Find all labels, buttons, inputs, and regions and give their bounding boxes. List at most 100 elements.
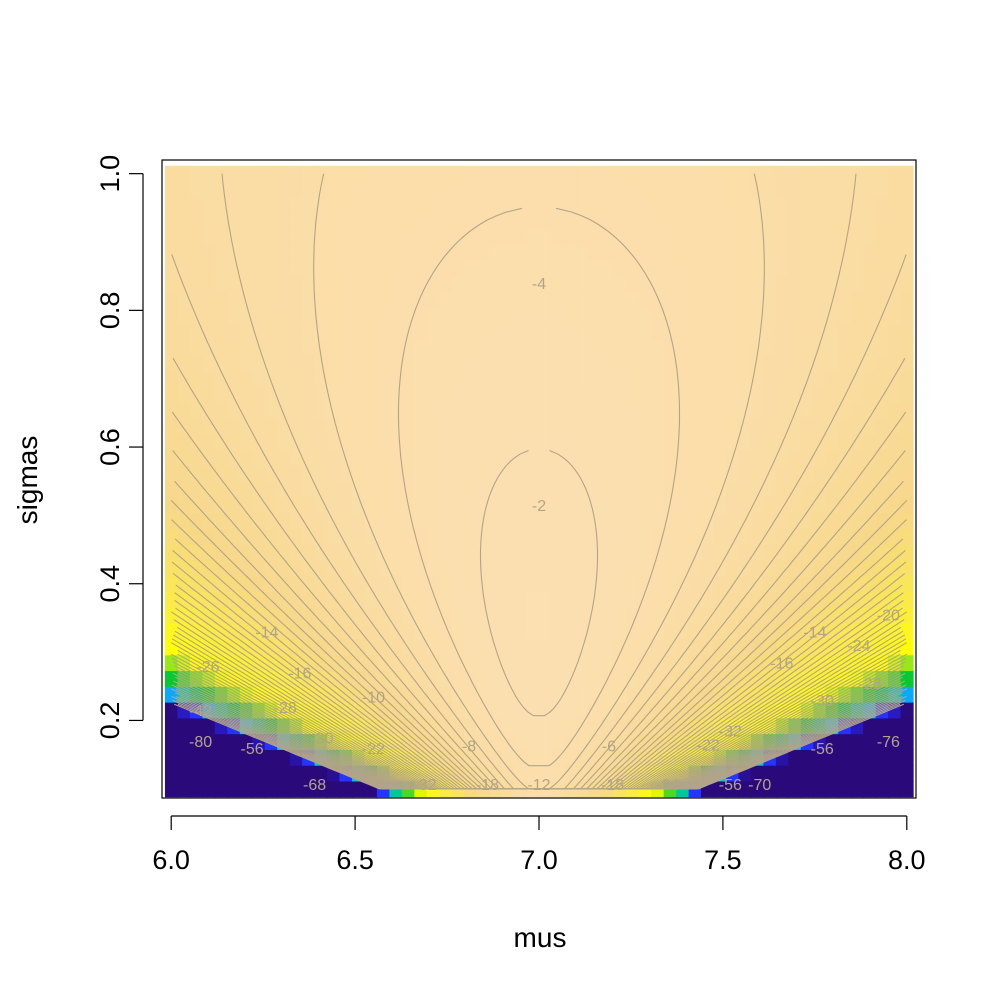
heatmap-cell	[701, 481, 715, 498]
heatmap-cell	[838, 197, 852, 214]
heatmap-cell	[838, 733, 852, 750]
heatmap-cell	[376, 591, 390, 608]
heatmap-cell	[850, 386, 864, 403]
heatmap-cell	[202, 418, 216, 435]
heatmap-cell	[713, 433, 727, 451]
heatmap-cell	[863, 197, 877, 214]
heatmap-cell	[788, 575, 802, 593]
heatmap-cell	[514, 370, 528, 388]
heatmap-cell	[888, 386, 902, 403]
contour-label: -80	[189, 734, 212, 751]
heatmap-cell	[863, 512, 877, 530]
heatmap-cell	[227, 402, 241, 419]
heatmap-cell	[401, 386, 415, 403]
heatmap-cell	[189, 291, 203, 309]
heatmap-cell	[663, 386, 677, 403]
heatmap-cell	[613, 213, 627, 230]
heatmap-cell	[264, 560, 278, 577]
heatmap-cell	[339, 355, 353, 372]
heatmap-cell	[239, 433, 253, 451]
heatmap-cell	[526, 276, 540, 293]
heatmap-cell	[563, 181, 578, 198]
heatmap-cell	[850, 244, 864, 262]
heatmap-cell	[289, 591, 303, 608]
heatmap-cell	[638, 575, 652, 593]
heatmap-cell	[489, 702, 503, 719]
heatmap-cell	[775, 165, 789, 183]
heatmap-cell	[701, 418, 715, 435]
heatmap-cell	[451, 607, 465, 624]
heatmap-cell	[775, 355, 789, 372]
heatmap-cell	[701, 260, 715, 277]
heatmap-cell	[626, 197, 640, 214]
heatmap-cell	[189, 355, 203, 372]
heatmap-cell	[576, 276, 590, 293]
heatmap-cell	[239, 213, 253, 230]
heatmap-cell	[426, 323, 440, 340]
heatmap-cell	[289, 481, 303, 498]
heatmap-cell	[688, 197, 702, 214]
heatmap-cell	[389, 496, 403, 514]
heatmap-cell	[726, 355, 740, 372]
heatmap-cell	[302, 512, 316, 530]
heatmap-cell	[239, 402, 253, 419]
heatmap-cell	[638, 213, 652, 230]
heatmap-cell	[838, 307, 852, 325]
heatmap-cell	[476, 260, 490, 277]
heatmap-cell	[489, 165, 503, 183]
heatmap-cell	[351, 307, 366, 325]
heatmap-cell	[539, 449, 553, 467]
heatmap-cell	[738, 481, 752, 498]
heatmap-cell	[376, 276, 390, 293]
heatmap-cell	[701, 291, 715, 309]
heatmap-cell	[252, 607, 266, 624]
heatmap-cell	[164, 528, 179, 545]
heatmap-cell	[439, 197, 453, 214]
heatmap-cell	[314, 512, 328, 530]
heatmap-cell	[214, 465, 228, 482]
heatmap-cell	[439, 181, 453, 198]
heatmap-cell	[476, 717, 490, 735]
heatmap-cell	[464, 433, 478, 451]
heatmap-cell	[364, 165, 378, 183]
heatmap-cell	[750, 355, 765, 372]
heatmap-cell	[289, 449, 303, 467]
heatmap-cell	[638, 733, 652, 750]
heatmap-cell	[763, 181, 777, 198]
heatmap-cell	[302, 402, 316, 419]
heatmap-cell	[588, 512, 602, 530]
heatmap-cell	[788, 449, 802, 467]
heatmap-cell	[439, 418, 453, 435]
heatmap-cell	[401, 512, 415, 530]
heatmap-cell	[189, 370, 203, 388]
heatmap-cell	[476, 197, 490, 214]
heatmap-cell	[900, 496, 914, 514]
heatmap-cell	[638, 686, 652, 703]
heatmap-cell	[775, 291, 789, 309]
heatmap-cell	[763, 623, 777, 640]
heatmap-cell	[289, 780, 303, 798]
heatmap-cell	[726, 654, 740, 672]
heatmap-cell	[750, 465, 765, 482]
heatmap-cell	[451, 291, 465, 309]
heatmap-cell	[738, 339, 752, 356]
heatmap-cell	[900, 276, 914, 293]
heatmap-cell	[663, 355, 677, 372]
heatmap-cell	[813, 496, 827, 514]
heatmap-cell	[526, 339, 540, 356]
heatmap-cell	[252, 560, 266, 577]
heatmap-cell	[451, 528, 465, 545]
heatmap-cell	[539, 670, 553, 687]
heatmap-cell	[302, 244, 316, 262]
heatmap-cell	[688, 449, 702, 467]
heatmap-cell	[539, 402, 553, 419]
heatmap-cell	[451, 181, 465, 198]
heatmap-cell	[277, 465, 291, 482]
heatmap-cell	[813, 418, 827, 435]
heatmap-cell	[277, 370, 291, 388]
heatmap-cell	[763, 765, 777, 782]
heatmap-cell	[663, 244, 677, 262]
heatmap-cell	[202, 244, 216, 262]
heatmap-cell	[327, 228, 341, 246]
heatmap-cell	[489, 623, 503, 640]
